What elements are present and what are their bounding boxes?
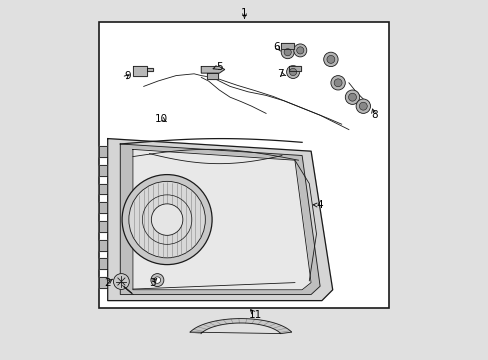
Bar — [99, 22, 387, 308]
Polygon shape — [99, 258, 107, 269]
Circle shape — [113, 274, 129, 289]
Circle shape — [345, 90, 359, 104]
Polygon shape — [206, 73, 217, 79]
Circle shape — [359, 102, 366, 110]
Circle shape — [154, 277, 160, 283]
Polygon shape — [133, 66, 147, 76]
Polygon shape — [99, 184, 107, 194]
Polygon shape — [120, 144, 320, 294]
Polygon shape — [133, 149, 310, 290]
Polygon shape — [107, 139, 332, 301]
Text: 9: 9 — [124, 71, 131, 81]
Polygon shape — [99, 202, 107, 213]
Polygon shape — [99, 146, 107, 157]
Circle shape — [122, 175, 212, 265]
Circle shape — [355, 99, 370, 113]
Circle shape — [348, 93, 356, 101]
Circle shape — [281, 46, 294, 59]
Circle shape — [128, 181, 205, 258]
Polygon shape — [99, 277, 107, 288]
Circle shape — [330, 76, 345, 90]
Text: 7: 7 — [277, 69, 283, 79]
Text: 3: 3 — [149, 278, 156, 288]
Text: 10: 10 — [155, 114, 168, 124]
Circle shape — [151, 204, 183, 235]
Circle shape — [333, 79, 342, 87]
Circle shape — [323, 52, 337, 67]
Polygon shape — [99, 165, 107, 176]
Circle shape — [296, 47, 303, 54]
Polygon shape — [280, 43, 294, 49]
Circle shape — [289, 68, 296, 76]
Polygon shape — [99, 221, 107, 232]
Polygon shape — [147, 68, 152, 71]
Circle shape — [151, 274, 163, 287]
Polygon shape — [99, 240, 107, 251]
Text: 2: 2 — [104, 278, 111, 288]
Text: 5: 5 — [216, 62, 222, 72]
Text: 1: 1 — [241, 8, 247, 18]
Circle shape — [284, 49, 291, 56]
Circle shape — [326, 55, 334, 63]
Circle shape — [286, 66, 299, 78]
Polygon shape — [190, 319, 291, 334]
Text: 11: 11 — [248, 310, 262, 320]
Polygon shape — [201, 67, 224, 73]
Text: 8: 8 — [370, 110, 377, 120]
Circle shape — [293, 44, 306, 57]
Text: 6: 6 — [273, 42, 280, 52]
Text: 4: 4 — [316, 200, 323, 210]
Polygon shape — [288, 66, 301, 71]
